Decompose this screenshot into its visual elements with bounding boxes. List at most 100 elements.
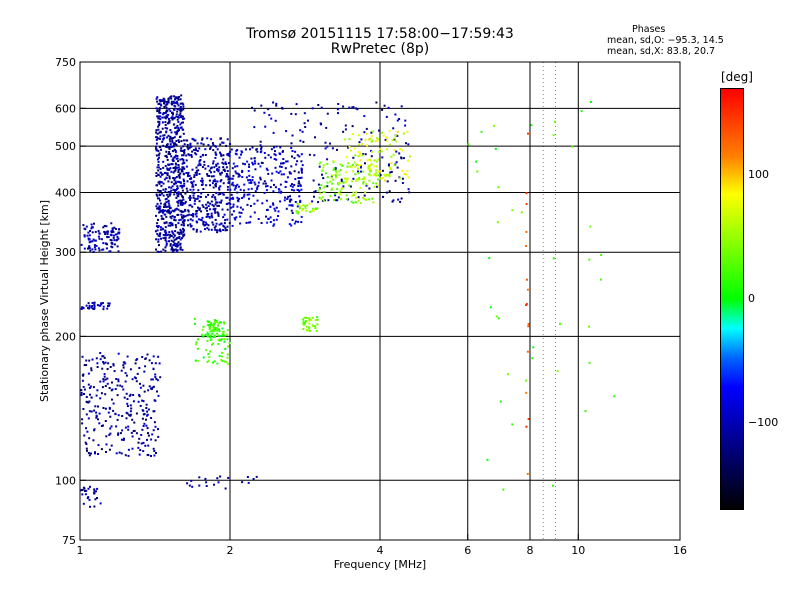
- data-point: [363, 194, 366, 197]
- data-point: [199, 159, 202, 161]
- data-point: [332, 178, 335, 181]
- data-point: [83, 393, 85, 395]
- data-point: [168, 147, 171, 150]
- data-point: [401, 182, 404, 184]
- data-point: [126, 402, 129, 405]
- data-point: [211, 216, 214, 219]
- data-point: [253, 181, 256, 184]
- data-point: [377, 178, 379, 181]
- data-point: [335, 176, 337, 179]
- data-point: [372, 201, 375, 204]
- data-point: [168, 175, 171, 178]
- data-point: [304, 316, 307, 319]
- data-point: [157, 238, 160, 241]
- data-point: [182, 178, 185, 181]
- data-point: [227, 476, 230, 479]
- data-point: [182, 234, 185, 237]
- data-point: [316, 318, 319, 321]
- data-point: [164, 171, 166, 174]
- data-point: [277, 215, 279, 217]
- data-point: [112, 363, 115, 366]
- data-point: [168, 236, 171, 239]
- data-point: [206, 339, 209, 342]
- data-point: [359, 186, 362, 189]
- data-point: [87, 246, 90, 249]
- data-point: [150, 388, 153, 390]
- data-point: [206, 360, 209, 363]
- data-point: [106, 368, 109, 370]
- data-point: [196, 150, 199, 152]
- data-point: [330, 188, 333, 191]
- data-point: [159, 190, 162, 192]
- data-point: [210, 200, 213, 203]
- data-point: [375, 182, 378, 185]
- data-point: [142, 450, 145, 453]
- data-point: [526, 278, 528, 281]
- data-point: [131, 447, 134, 450]
- data-point: [195, 166, 198, 169]
- data-point: [105, 247, 108, 250]
- data-point: [525, 304, 528, 306]
- data-point: [399, 148, 402, 150]
- data-point: [166, 136, 169, 139]
- data-point: [175, 182, 177, 185]
- data-point: [106, 243, 108, 246]
- data-point: [182, 105, 185, 108]
- data-point: [186, 175, 189, 178]
- data-point: [177, 208, 180, 211]
- data-point: [530, 124, 533, 127]
- colorbar-tick-label: 100: [748, 167, 769, 181]
- data-point: [231, 177, 234, 180]
- data-point: [317, 104, 320, 106]
- data-point: [169, 224, 172, 227]
- data-point: [167, 211, 170, 214]
- data-point: [185, 172, 188, 174]
- data-point: [337, 103, 340, 105]
- data-point: [303, 122, 306, 125]
- data-point: [167, 118, 170, 120]
- data-point: [138, 393, 141, 396]
- x-axis-label: Frequency [MHz]: [334, 558, 426, 571]
- data-point: [189, 177, 191, 180]
- data-point: [210, 171, 212, 174]
- data-point: [255, 475, 258, 478]
- data-point: [188, 213, 191, 216]
- data-point: [193, 174, 196, 177]
- data-point: [153, 410, 156, 413]
- data-point: [241, 176, 244, 178]
- data-point: [170, 131, 173, 134]
- data-point: [174, 105, 177, 108]
- data-point: [84, 441, 87, 444]
- data-point: [525, 425, 528, 428]
- data-point: [104, 233, 107, 236]
- data-point: [90, 452, 92, 455]
- data-point: [196, 209, 198, 212]
- data-point: [167, 224, 170, 227]
- data-point: [294, 113, 297, 116]
- data-point: [164, 246, 167, 249]
- data-point: [112, 409, 115, 412]
- data-point: [247, 179, 250, 182]
- data-point: [112, 402, 115, 405]
- data-point: [194, 359, 197, 362]
- data-point: [178, 168, 181, 171]
- data-point: [105, 435, 108, 438]
- data-point: [400, 197, 403, 200]
- data-point: [318, 196, 321, 199]
- data-point: [351, 106, 354, 109]
- data-point: [83, 247, 86, 250]
- data-point: [226, 202, 229, 205]
- data-point: [129, 404, 132, 407]
- data-point: [284, 196, 286, 199]
- data-point: [180, 121, 183, 124]
- data-point: [81, 422, 84, 425]
- data-point: [163, 222, 166, 225]
- data-point: [353, 161, 356, 164]
- data-point: [99, 380, 102, 383]
- data-point: [526, 472, 529, 475]
- data-point: [219, 180, 222, 183]
- data-point: [243, 193, 246, 196]
- data-point: [264, 156, 267, 159]
- data-point: [302, 322, 305, 325]
- data-point: [175, 243, 178, 246]
